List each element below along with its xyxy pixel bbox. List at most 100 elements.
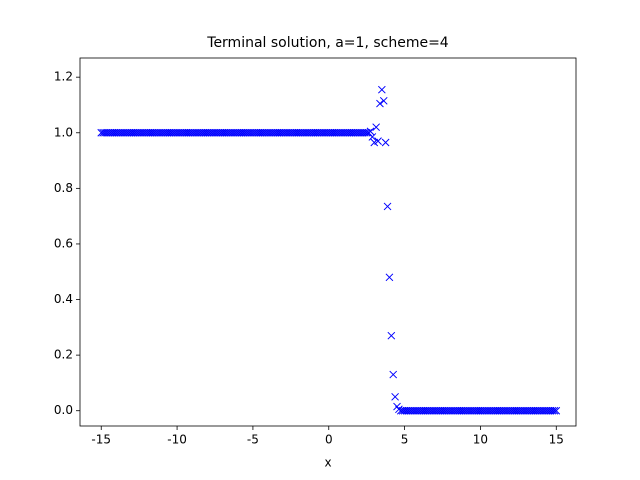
marker (323, 128, 331, 137)
marker (250, 128, 259, 137)
marker (347, 128, 356, 137)
marker (163, 128, 172, 137)
marker (188, 128, 197, 137)
marker (167, 128, 176, 137)
marker (385, 273, 394, 282)
marker (300, 128, 308, 137)
marker (216, 128, 225, 137)
marker (231, 128, 240, 137)
marker (467, 406, 475, 415)
marker (108, 128, 117, 137)
x-axis-label: x (324, 456, 331, 470)
marker (99, 128, 107, 137)
marker (256, 128, 265, 137)
marker (245, 128, 253, 137)
y-tick-label: 1.2 (54, 70, 73, 84)
marker (182, 128, 191, 137)
marker (349, 128, 358, 137)
x-tick-label: -15 (91, 433, 111, 447)
marker (419, 406, 428, 415)
marker (309, 128, 318, 137)
marker (453, 406, 462, 415)
marker (387, 331, 396, 340)
marker (400, 406, 409, 415)
marker (529, 406, 538, 415)
marker (355, 128, 363, 137)
marker (302, 128, 310, 137)
marker (499, 406, 508, 415)
marker (178, 128, 187, 137)
marker (391, 392, 399, 401)
marker (522, 406, 530, 415)
marker (269, 128, 278, 137)
marker (190, 128, 198, 137)
marker (260, 128, 269, 137)
marker (550, 406, 559, 415)
marker (508, 406, 517, 415)
marker (319, 128, 327, 137)
marker (514, 406, 523, 415)
marker (334, 128, 343, 137)
marker (478, 406, 487, 415)
marker (527, 406, 536, 415)
marker (315, 128, 324, 137)
y-tick-label: 0.8 (54, 181, 73, 195)
marker (469, 406, 477, 415)
marker (539, 406, 547, 415)
marker (376, 99, 384, 108)
marker (106, 128, 115, 137)
marker (161, 128, 170, 137)
marker (226, 128, 235, 137)
marker (414, 406, 422, 415)
marker (222, 128, 231, 137)
marker (374, 137, 382, 145)
marker (186, 128, 195, 137)
marker (353, 128, 362, 137)
marker (154, 128, 162, 137)
marker (495, 406, 504, 415)
marker (434, 406, 443, 415)
marker (497, 406, 506, 415)
marker (338, 128, 346, 137)
marker (541, 406, 549, 415)
marker (137, 128, 145, 137)
marker (491, 406, 500, 415)
y-tick-label: 0.0 (54, 403, 73, 417)
marker (510, 406, 519, 415)
marker (159, 128, 168, 137)
marker (211, 128, 219, 137)
marker (103, 128, 111, 137)
marker (175, 128, 183, 137)
marker (114, 128, 123, 137)
marker (537, 406, 545, 415)
marker (345, 128, 354, 137)
marker (505, 406, 513, 415)
marker (461, 406, 470, 415)
marker (286, 128, 295, 137)
marker (431, 406, 439, 415)
marker (247, 128, 255, 137)
marker (205, 128, 214, 137)
marker (307, 128, 316, 137)
marker (486, 406, 494, 415)
marker (158, 128, 166, 137)
marker (207, 128, 216, 137)
x-tick-label: 15 (549, 433, 564, 447)
marker (277, 128, 286, 137)
marker (427, 406, 435, 415)
marker (383, 202, 392, 211)
marker (404, 406, 413, 415)
marker (305, 128, 314, 137)
marker (332, 128, 341, 137)
marker (139, 128, 147, 137)
marker (531, 406, 540, 415)
marker (326, 128, 335, 137)
marker (482, 406, 490, 415)
marker (381, 138, 390, 147)
marker (294, 128, 303, 137)
marker (368, 133, 377, 141)
marker (116, 128, 125, 137)
marker (446, 406, 454, 415)
marker (123, 128, 132, 137)
marker (415, 406, 424, 415)
